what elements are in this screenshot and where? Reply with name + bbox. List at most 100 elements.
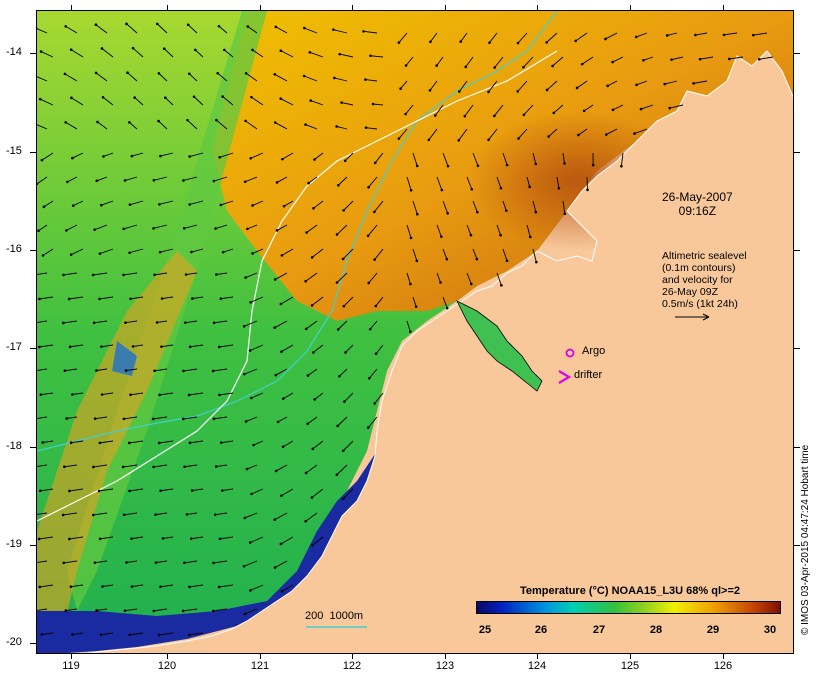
velocity-vector-head bbox=[435, 64, 438, 67]
velocity-vector bbox=[312, 440, 324, 450]
velocity-vector bbox=[363, 30, 378, 34]
velocity-vector bbox=[523, 104, 534, 116]
velocity-vector-head bbox=[63, 369, 67, 373]
velocity-vector bbox=[37, 124, 48, 130]
velocity-vector bbox=[213, 176, 228, 182]
velocity-vector bbox=[753, 32, 768, 36]
velocity-vector-head bbox=[476, 164, 480, 168]
velocity-vector-head bbox=[153, 273, 156, 277]
tick-mark bbox=[260, 5, 261, 10]
velocity-vector-head bbox=[122, 227, 125, 231]
velocity-vector bbox=[562, 200, 566, 214]
velocity-vector-head bbox=[362, 30, 365, 33]
velocity-vector bbox=[66, 416, 78, 419]
velocity-vector-head bbox=[160, 345, 163, 348]
velocity-vector bbox=[160, 248, 174, 253]
velocity-vector bbox=[502, 152, 508, 166]
velocity-vector-head bbox=[470, 187, 474, 191]
velocity-vector-head bbox=[91, 273, 95, 277]
velocity-vector bbox=[334, 77, 348, 82]
velocity-vector-head bbox=[311, 447, 315, 451]
velocity-vector bbox=[40, 98, 54, 106]
velocity-vector-head bbox=[275, 181, 279, 184]
velocity-vector-head bbox=[121, 465, 125, 469]
velocity-vector-head bbox=[71, 204, 75, 208]
velocity-vector-head bbox=[280, 590, 284, 593]
velocity-vector bbox=[95, 24, 108, 34]
velocity-vector-head bbox=[151, 417, 155, 421]
velocity-vector bbox=[250, 536, 264, 543]
velocity-vector-head bbox=[181, 609, 185, 613]
velocity-vector bbox=[93, 464, 108, 468]
velocity-vector bbox=[313, 200, 324, 209]
velocity-vector bbox=[375, 344, 384, 355]
velocity-vector-head bbox=[129, 297, 132, 301]
velocity-vector-head bbox=[504, 209, 508, 212]
velocity-vector-head bbox=[369, 54, 372, 58]
velocity-vector-head bbox=[374, 352, 378, 356]
velocity-vector-head bbox=[158, 393, 161, 397]
velocity-vector bbox=[466, 176, 473, 190]
velocity-vector bbox=[159, 632, 174, 636]
velocity-vector-head bbox=[183, 561, 186, 565]
velocity-vector bbox=[129, 488, 144, 492]
velocity-vector-head bbox=[433, 114, 437, 117]
velocity-vector-head bbox=[273, 566, 277, 569]
velocity-vector-head bbox=[469, 282, 473, 286]
velocity-vector bbox=[303, 75, 318, 82]
velocity-vector-head bbox=[446, 212, 449, 215]
velocity-vector-head bbox=[68, 345, 72, 349]
velocity-vector-head bbox=[397, 41, 401, 44]
velocity-vector-head bbox=[194, 48, 197, 52]
velocity-vector bbox=[436, 56, 444, 66]
velocity-vector-head bbox=[634, 35, 638, 39]
velocity-vector bbox=[341, 102, 354, 106]
velocity-vector-head bbox=[159, 489, 162, 493]
velocity-vector-head bbox=[152, 609, 156, 613]
velocity-vector bbox=[158, 120, 168, 130]
velocity-vector bbox=[101, 48, 114, 58]
velocity-vector-head bbox=[586, 188, 589, 192]
velocity-vector-head bbox=[212, 417, 216, 421]
velocity-vector-head bbox=[304, 279, 308, 283]
velocity-vector bbox=[612, 56, 624, 63]
velocity-vector bbox=[219, 536, 234, 540]
velocity-vector bbox=[339, 53, 354, 58]
velocity-vector-head bbox=[427, 138, 431, 142]
velocity-vector-head bbox=[505, 163, 509, 167]
x-tick-label: 121 bbox=[250, 660, 270, 672]
velocity-vector-head bbox=[275, 229, 279, 232]
velocity-vector-head bbox=[604, 37, 607, 41]
velocity-vector-head bbox=[153, 369, 156, 373]
velocity-vector-head bbox=[488, 41, 491, 44]
tick-mark bbox=[630, 5, 631, 10]
velocity-vector-head bbox=[668, 106, 672, 110]
velocity-vector bbox=[281, 344, 294, 353]
velocity-vector-head bbox=[243, 372, 246, 376]
velocity-vector-head bbox=[159, 154, 162, 158]
velocity-vector bbox=[562, 152, 565, 164]
velocity-vector-head bbox=[459, 40, 463, 43]
velocity-vector bbox=[343, 200, 354, 211]
velocity-vector bbox=[39, 584, 54, 588]
colorbar-tick: 30 bbox=[763, 624, 777, 636]
velocity-vector-head bbox=[128, 121, 131, 124]
velocity-vector-head bbox=[190, 537, 193, 540]
velocity-vector-head bbox=[158, 250, 162, 254]
velocity-vector-head bbox=[188, 203, 192, 206]
velocity-vector-head bbox=[282, 204, 286, 208]
velocity-vector-head bbox=[69, 48, 73, 52]
velocity-vector bbox=[70, 584, 84, 588]
velocity-vector-head bbox=[131, 345, 135, 348]
velocity-vector bbox=[251, 392, 264, 399]
velocity-vector bbox=[605, 32, 618, 40]
velocity-vector-head bbox=[332, 28, 335, 31]
velocity-vector-head bbox=[186, 23, 190, 27]
velocity-vector bbox=[193, 96, 204, 106]
velocity-vector bbox=[314, 392, 324, 400]
velocity-vector bbox=[345, 344, 354, 353]
velocity-vector-head bbox=[335, 233, 339, 236]
x-tick-label: 126 bbox=[713, 660, 733, 672]
velocity-vector bbox=[245, 416, 258, 422]
velocity-vector bbox=[99, 440, 114, 444]
